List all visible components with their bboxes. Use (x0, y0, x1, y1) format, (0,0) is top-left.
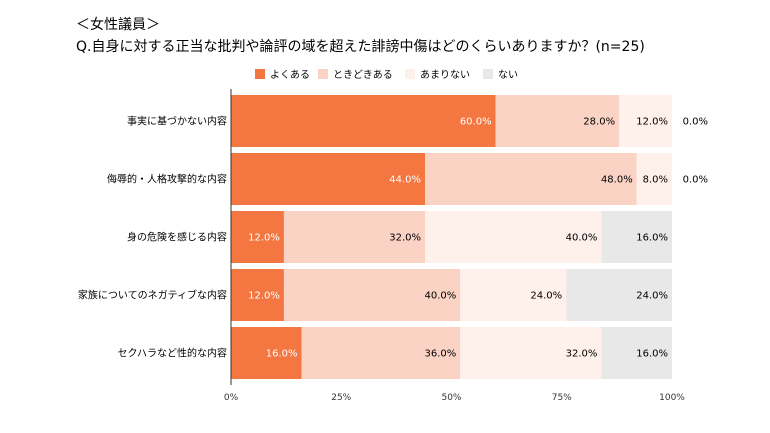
data-label: 24.0% (530, 291, 562, 302)
legend-swatch (318, 69, 328, 79)
bar-segment (231, 327, 302, 379)
bar-segment (619, 95, 672, 147)
bar-segment (601, 327, 672, 379)
legend-label: よくある (270, 69, 310, 81)
bar-segment (495, 95, 620, 147)
data-label: 0.0% (683, 175, 708, 186)
legend-label: ときどきある (333, 69, 393, 81)
bar-segment (231, 153, 426, 205)
data-label: 40.0% (425, 291, 457, 302)
data-label: 24.0% (636, 291, 668, 302)
data-label: 12.0% (248, 291, 280, 302)
data-label: 12.0% (636, 117, 668, 128)
x-tick-label: 0% (224, 393, 239, 403)
data-label: 16.0% (636, 349, 668, 360)
bar-segment (460, 269, 567, 321)
legend-swatch (255, 69, 265, 79)
legend-label: ない (498, 69, 518, 81)
data-label: 48.0% (601, 175, 633, 186)
x-tick-label: 50% (441, 393, 461, 403)
category-label: 身の危険を感じる内容 (127, 231, 227, 244)
data-label: 16.0% (636, 233, 668, 244)
data-label: 8.0% (643, 175, 668, 186)
category-label: 侮辱的・人格攻撃的な内容 (107, 173, 227, 186)
category-label: セクハラなど性的な内容 (118, 347, 228, 360)
bar-segment (283, 269, 461, 321)
data-label: 40.0% (566, 233, 598, 244)
legend-swatch (483, 69, 493, 79)
data-label: 32.0% (566, 349, 598, 360)
category-label: 事実に基づかない内容 (127, 115, 227, 128)
legend-swatch (405, 69, 415, 79)
bar-segment (566, 269, 672, 321)
legend-label: あまりない (420, 69, 470, 81)
data-label: 36.0% (425, 349, 457, 360)
bar-segment (231, 211, 284, 263)
category-label: 家族についてのネガティブな内容 (78, 289, 227, 302)
data-label: 0.0% (683, 117, 708, 128)
bar-segment (231, 95, 496, 147)
data-label: 44.0% (389, 175, 421, 186)
bar-segment (460, 327, 602, 379)
bar-segment (231, 269, 284, 321)
bar-segment (636, 153, 672, 205)
data-label: 16.0% (266, 349, 298, 360)
chart-subtitle: Q.自身に対する正当な批判や論評の域を超えた誹謗中傷はどのくらいありますか？(n… (76, 39, 645, 55)
data-label: 32.0% (389, 233, 421, 244)
x-tick-label: 25% (331, 393, 351, 403)
bar-segment (301, 327, 461, 379)
bar-segment (425, 153, 637, 205)
bar-segment (283, 211, 426, 263)
x-tick-label: 100% (659, 393, 685, 403)
bar-segment (425, 211, 602, 263)
data-label: 12.0% (248, 233, 280, 244)
x-tick-label: 75% (552, 393, 572, 403)
data-label: 28.0% (583, 117, 615, 128)
bar-segment (601, 211, 672, 263)
chart-title: ＜女性議員＞ (76, 17, 160, 33)
data-label: 60.0% (460, 117, 492, 128)
